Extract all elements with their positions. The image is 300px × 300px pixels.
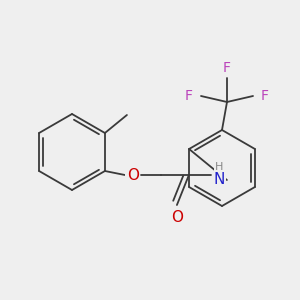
Text: O: O (171, 209, 183, 224)
Text: F: F (223, 61, 231, 75)
Text: F: F (261, 89, 269, 103)
Text: N: N (213, 172, 225, 188)
Text: O: O (127, 167, 139, 182)
Text: F: F (185, 89, 193, 103)
Text: H: H (215, 162, 223, 172)
